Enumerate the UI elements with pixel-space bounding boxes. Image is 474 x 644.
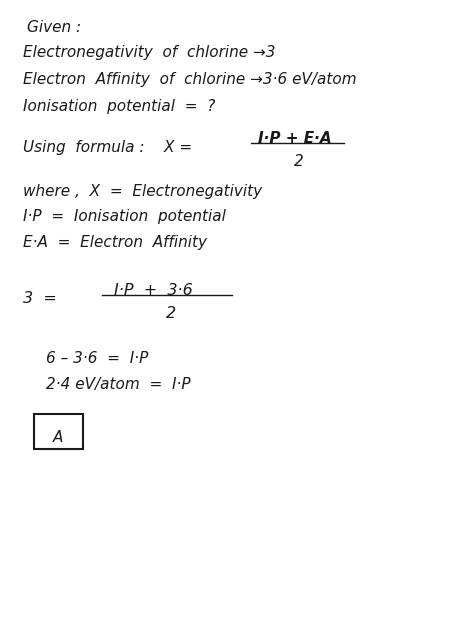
Text: 2: 2: [166, 306, 176, 321]
Text: where ,  X  =  Electronegativity: where , X = Electronegativity: [23, 184, 262, 199]
Text: I·P  +  3·6: I·P + 3·6: [114, 283, 192, 298]
Text: 2·4 eV/atom  =  I·P: 2·4 eV/atom = I·P: [46, 377, 191, 392]
Text: Given :: Given :: [27, 20, 82, 35]
Bar: [35, 414, 83, 449]
Text: Electron  Affinity  of  chlorine →3·6 eV/atom: Electron Affinity of chlorine →3·6 eV/at…: [23, 72, 356, 87]
Text: 3  =: 3 =: [23, 292, 56, 307]
Text: 2: 2: [294, 153, 303, 169]
Text: I·P  =  Ionisation  potential: I·P = Ionisation potential: [23, 209, 226, 224]
Text: E·A  =  Electron  Affinity: E·A = Electron Affinity: [23, 235, 207, 250]
Text: Ionisation  potential  =  ?: Ionisation potential = ?: [23, 99, 215, 114]
Text: 6 – 3·6  =  I·P: 6 – 3·6 = I·P: [46, 350, 148, 366]
Text: A: A: [53, 430, 63, 445]
Text: Using  formula :    X =: Using formula : X =: [23, 140, 192, 155]
Text: Electronegativity  of  chlorine →3: Electronegativity of chlorine →3: [23, 46, 275, 61]
Text: I·P + E·A: I·P + E·A: [258, 131, 332, 146]
